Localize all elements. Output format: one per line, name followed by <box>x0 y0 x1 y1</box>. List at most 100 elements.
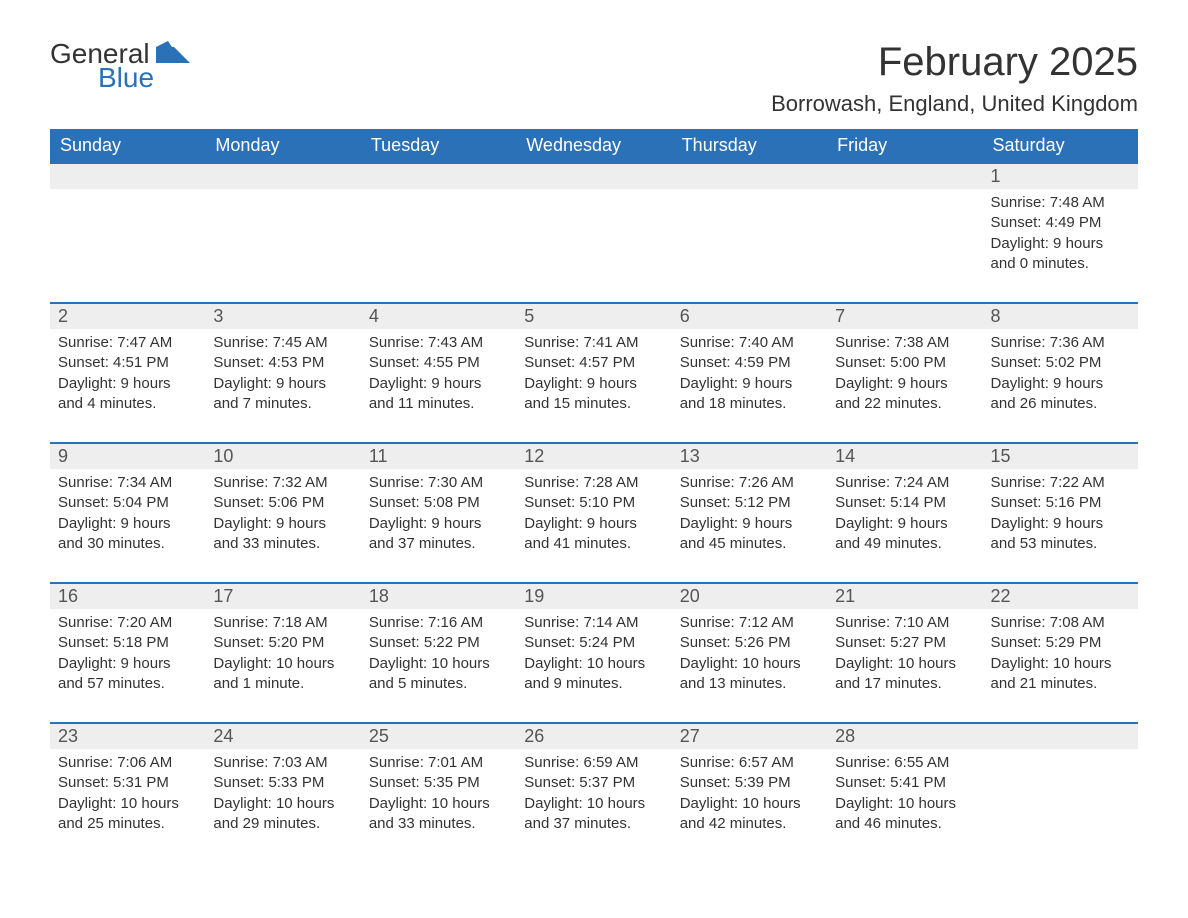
day-number-cell: 20 <box>672 583 827 609</box>
day-day2: and 1 minute. <box>213 674 352 694</box>
day-number: 9 <box>58 446 68 466</box>
day-detail-cell: Sunrise: 7:48 AMSunset: 4:49 PMDaylight:… <box>983 189 1138 303</box>
day-detail-cell <box>672 189 827 303</box>
day-detail-cell: Sunrise: 7:47 AMSunset: 4:51 PMDaylight:… <box>50 329 205 443</box>
day-number: 14 <box>835 446 855 466</box>
weekday-header: Wednesday <box>516 129 671 163</box>
weekday-header: Saturday <box>983 129 1138 163</box>
day-sunset: Sunset: 5:20 PM <box>213 633 352 653</box>
day-number: 22 <box>991 586 1011 606</box>
day-number-cell <box>983 723 1138 749</box>
day-number-cell: 6 <box>672 303 827 329</box>
weekday-header: Monday <box>205 129 360 163</box>
day-day1: Daylight: 10 hours <box>991 654 1130 674</box>
day-sunrise: Sunrise: 7:12 AM <box>680 613 819 633</box>
day-number: 4 <box>369 306 379 326</box>
day-number-cell <box>516 163 671 189</box>
day-day1: Daylight: 10 hours <box>58 794 197 814</box>
day-day2: and 18 minutes. <box>680 394 819 414</box>
day-detail-cell: Sunrise: 7:36 AMSunset: 5:02 PMDaylight:… <box>983 329 1138 443</box>
day-day2: and 11 minutes. <box>369 394 508 414</box>
day-number: 8 <box>991 306 1001 326</box>
day-number-cell: 24 <box>205 723 360 749</box>
day-sunset: Sunset: 5:41 PM <box>835 773 974 793</box>
day-day2: and 30 minutes. <box>58 534 197 554</box>
day-day2: and 21 minutes. <box>991 674 1130 694</box>
day-number: 10 <box>213 446 233 466</box>
day-detail-cell <box>205 189 360 303</box>
day-sunset: Sunset: 5:27 PM <box>835 633 974 653</box>
day-sunrise: Sunrise: 7:40 AM <box>680 333 819 353</box>
day-sunset: Sunset: 5:33 PM <box>213 773 352 793</box>
day-day2: and 5 minutes. <box>369 674 508 694</box>
day-detail-cell: Sunrise: 7:18 AMSunset: 5:20 PMDaylight:… <box>205 609 360 723</box>
day-sunrise: Sunrise: 7:14 AM <box>524 613 663 633</box>
day-detail-cell: Sunrise: 7:24 AMSunset: 5:14 PMDaylight:… <box>827 469 982 583</box>
day-day2: and 45 minutes. <box>680 534 819 554</box>
day-number: 6 <box>680 306 690 326</box>
page-title: February 2025 <box>771 40 1138 85</box>
day-sunset: Sunset: 5:00 PM <box>835 353 974 373</box>
day-day2: and 9 minutes. <box>524 674 663 694</box>
day-day2: and 57 minutes. <box>58 674 197 694</box>
day-number: 20 <box>680 586 700 606</box>
day-detail-cell: Sunrise: 7:30 AMSunset: 5:08 PMDaylight:… <box>361 469 516 583</box>
day-number: 5 <box>524 306 534 326</box>
day-day2: and 0 minutes. <box>991 254 1130 274</box>
day-day1: Daylight: 9 hours <box>991 234 1130 254</box>
day-sunset: Sunset: 5:08 PM <box>369 493 508 513</box>
day-day1: Daylight: 9 hours <box>369 514 508 534</box>
day-sunrise: Sunrise: 7:06 AM <box>58 753 197 773</box>
day-number-cell: 15 <box>983 443 1138 469</box>
day-number-cell: 8 <box>983 303 1138 329</box>
day-sunrise: Sunrise: 7:47 AM <box>58 333 197 353</box>
calendar-table: SundayMondayTuesdayWednesdayThursdayFrid… <box>50 129 1138 842</box>
day-day1: Daylight: 10 hours <box>369 794 508 814</box>
day-detail-cell: Sunrise: 7:26 AMSunset: 5:12 PMDaylight:… <box>672 469 827 583</box>
day-sunrise: Sunrise: 6:55 AM <box>835 753 974 773</box>
day-day1: Daylight: 9 hours <box>991 514 1130 534</box>
day-number-cell <box>205 163 360 189</box>
day-number-cell: 12 <box>516 443 671 469</box>
week-detail-row: Sunrise: 7:34 AMSunset: 5:04 PMDaylight:… <box>50 469 1138 583</box>
day-number: 13 <box>680 446 700 466</box>
day-number-cell: 16 <box>50 583 205 609</box>
day-number: 26 <box>524 726 544 746</box>
day-day2: and 42 minutes. <box>680 814 819 834</box>
day-detail-cell <box>983 749 1138 842</box>
title-block: February 2025 Borrowash, England, United… <box>771 40 1138 125</box>
day-sunset: Sunset: 4:55 PM <box>369 353 508 373</box>
day-number-cell: 7 <box>827 303 982 329</box>
day-number-cell: 19 <box>516 583 671 609</box>
day-sunrise: Sunrise: 7:34 AM <box>58 473 197 493</box>
day-day1: Daylight: 9 hours <box>213 374 352 394</box>
day-day2: and 7 minutes. <box>213 394 352 414</box>
day-detail-cell: Sunrise: 7:38 AMSunset: 5:00 PMDaylight:… <box>827 329 982 443</box>
day-number-cell: 10 <box>205 443 360 469</box>
day-detail-cell: Sunrise: 7:14 AMSunset: 5:24 PMDaylight:… <box>516 609 671 723</box>
day-detail-cell: Sunrise: 6:57 AMSunset: 5:39 PMDaylight:… <box>672 749 827 842</box>
day-sunset: Sunset: 4:57 PM <box>524 353 663 373</box>
week-number-row: 9 10 11 12 13 14 15 <box>50 443 1138 469</box>
day-sunrise: Sunrise: 7:30 AM <box>369 473 508 493</box>
day-number: 24 <box>213 726 233 746</box>
weekday-header: Thursday <box>672 129 827 163</box>
day-day1: Daylight: 9 hours <box>369 374 508 394</box>
day-detail-cell: Sunrise: 7:22 AMSunset: 5:16 PMDaylight:… <box>983 469 1138 583</box>
day-detail-cell: Sunrise: 7:06 AMSunset: 5:31 PMDaylight:… <box>50 749 205 842</box>
day-number-cell: 21 <box>827 583 982 609</box>
day-number: 2 <box>58 306 68 326</box>
day-day1: Daylight: 9 hours <box>524 514 663 534</box>
day-sunset: Sunset: 5:02 PM <box>991 353 1130 373</box>
day-number-cell: 1 <box>983 163 1138 189</box>
day-day2: and 37 minutes. <box>369 534 508 554</box>
day-number-cell: 27 <box>672 723 827 749</box>
calendar-header: SundayMondayTuesdayWednesdayThursdayFrid… <box>50 129 1138 163</box>
day-number-cell: 17 <box>205 583 360 609</box>
day-sunrise: Sunrise: 6:59 AM <box>524 753 663 773</box>
day-number-cell <box>361 163 516 189</box>
day-detail-cell: Sunrise: 7:41 AMSunset: 4:57 PMDaylight:… <box>516 329 671 443</box>
day-day2: and 53 minutes. <box>991 534 1130 554</box>
day-number: 11 <box>369 446 388 466</box>
day-day2: and 15 minutes. <box>524 394 663 414</box>
